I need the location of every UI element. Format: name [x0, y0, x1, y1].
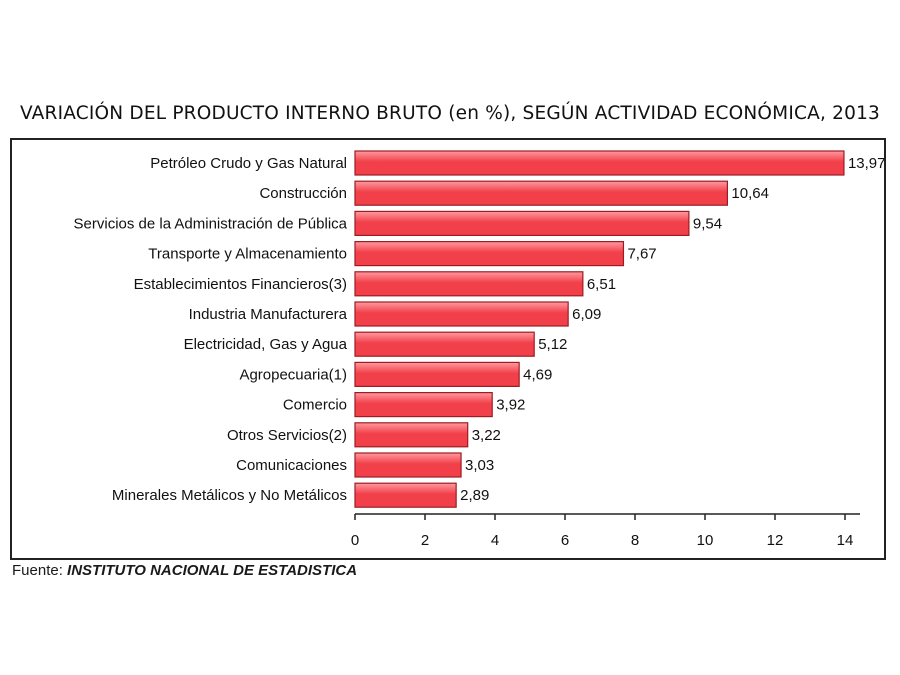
category-label-6: Electricidad, Gas y Agua: [184, 336, 348, 353]
bar-3: [354, 240, 625, 267]
category-label-0: Petróleo Crudo y Gas Natural: [150, 155, 347, 172]
chart-frame: Petróleo Crudo y Gas Natural 13,97 Constru…: [10, 138, 886, 560]
x-tick-label-6: 12: [767, 532, 784, 549]
chart-title: VARIACIÓN DEL PRODUCTO INTERNO BRUTO (en…: [19, 103, 881, 124]
category-label-10: Comunicaciones: [236, 457, 347, 474]
bar-8: [354, 392, 493, 418]
category-label-8: Comercio: [283, 397, 347, 414]
category-label-4: Establecimientos Financieros(3): [134, 276, 347, 293]
category-label-3: Transporte y Almacenamiento: [148, 246, 347, 263]
bar-5: [354, 301, 569, 327]
category-label-2: Servicios de la Administración de Públic…: [74, 215, 348, 232]
bar-6: [354, 331, 535, 357]
value-label-6: 5,12: [538, 336, 567, 353]
value-label-11: 2,89: [460, 487, 489, 504]
value-label-2: 9,54: [693, 215, 722, 232]
value-label-9: 3,22: [472, 427, 501, 444]
x-tick-label-3: 6: [561, 532, 569, 549]
source-note: Fuente: INSTITUTO NACIONAL DE ESTADISTIC…: [12, 562, 357, 579]
x-tick-label-4: 8: [631, 532, 639, 549]
x-tick-label-5: 10: [697, 532, 714, 549]
value-label-0: 13,97: [848, 155, 884, 172]
category-label-9: Otros Servicios(2): [227, 427, 347, 444]
x-tick-label-0: 0: [351, 532, 359, 549]
bar-1: [354, 180, 728, 206]
bar-chart: Petróleo Crudo y Gas Natural 13,97 Constru…: [74, 150, 884, 549]
value-label-1: 10,64: [731, 185, 769, 202]
category-label-11: Minerales Metálicos y No Metálicos: [112, 487, 347, 504]
x-tick-label-7: 14: [837, 532, 854, 549]
category-label-1: Construcción: [259, 185, 347, 202]
bar-7: [354, 361, 520, 387]
value-label-8: 3,92: [496, 397, 525, 414]
bar-2: [354, 210, 690, 237]
bar-4: [354, 271, 584, 297]
source-org: INSTITUTO NACIONAL DE ESTADISTICA: [67, 562, 358, 579]
x-tick-label-1: 2: [421, 532, 429, 549]
value-label-3: 7,67: [627, 246, 656, 263]
bar-10: [354, 452, 462, 478]
value-label-5: 6,09: [572, 306, 601, 323]
source-prefix: Fuente:: [12, 562, 63, 579]
category-label-5: Industria Manufacturera: [189, 306, 348, 323]
value-label-4: 6,51: [587, 276, 616, 293]
x-tick-label-2: 4: [491, 532, 499, 549]
category-label-7: Agropecuaria(1): [239, 366, 347, 383]
bar-11: [354, 482, 457, 508]
bar-9: [354, 422, 469, 448]
bar-0: [354, 150, 845, 176]
value-label-7: 4,69: [523, 366, 552, 383]
value-label-10: 3,03: [465, 457, 494, 474]
